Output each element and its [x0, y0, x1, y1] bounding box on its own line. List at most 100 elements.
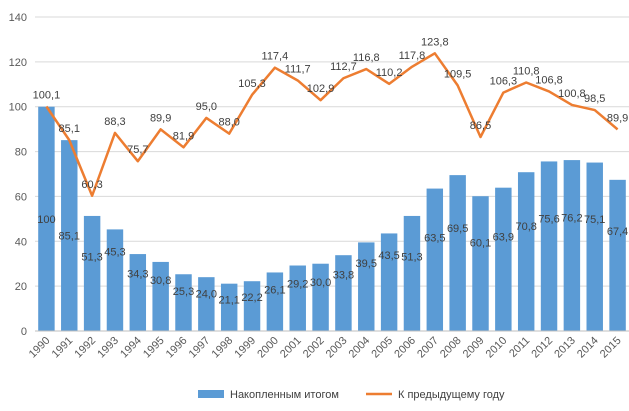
- bar-data-label: 30,0: [310, 277, 331, 289]
- line-data-label: 85,1: [59, 123, 80, 135]
- bar-data-label: 43,5: [378, 250, 399, 262]
- bar: [61, 140, 78, 331]
- bar-data-label: 76,2: [561, 212, 582, 224]
- line-data-label: 75,7: [127, 144, 148, 156]
- bar: [358, 242, 375, 331]
- bar-data-label: 60,1: [470, 238, 491, 250]
- line-data-label: 100,1: [33, 89, 61, 101]
- bar: [380, 233, 398, 331]
- line-data-label: 110,2: [376, 67, 403, 79]
- line-data-label: 105,3: [238, 78, 266, 90]
- bar-data-label: 51,3: [81, 251, 102, 263]
- bar: [83, 215, 101, 331]
- bar: [335, 255, 352, 331]
- line-data-label: 100,8: [558, 88, 586, 100]
- bar: [495, 187, 512, 331]
- line-data-label: 60,3: [81, 179, 102, 191]
- y-tick-label: 0: [21, 326, 27, 338]
- series-line: [45, 52, 619, 198]
- bar: [426, 188, 444, 331]
- line-data-label: 106,8: [535, 74, 563, 86]
- bar-data-label: 63,5: [424, 232, 445, 244]
- bar: [198, 277, 215, 331]
- line-data-label: 88,3: [104, 116, 125, 128]
- line-data-label: 123,8: [421, 36, 449, 48]
- bar-series: [38, 106, 626, 331]
- bar-data-label: 63,9: [493, 232, 514, 244]
- y-axis: 0 20 40 60 80 100 120 140: [9, 12, 27, 338]
- bar-data-label: 24,0: [196, 289, 217, 301]
- bar-data-label: 34,3: [127, 268, 148, 280]
- bar: [563, 160, 581, 331]
- bar-data-label: 51,3: [401, 251, 422, 263]
- bar: [472, 196, 489, 331]
- y-tick-label: 140: [9, 12, 27, 24]
- line-series: [45, 52, 619, 198]
- line-data-label: 117,8: [399, 50, 426, 62]
- line-data-label: 110,8: [513, 65, 540, 77]
- bar: [449, 175, 466, 331]
- line-data-label: 111,7: [285, 63, 311, 75]
- y-tick-label: 60: [15, 191, 27, 203]
- bar: [243, 281, 261, 331]
- legend: Накопленным итогом К предыдущему году: [198, 389, 505, 401]
- bar: [403, 215, 421, 331]
- bar-data-label: 75,1: [584, 214, 605, 226]
- x-tick-label: 2008: [438, 335, 464, 361]
- y-tick-label: 40: [15, 236, 27, 248]
- x-tick-label: 2014: [575, 335, 601, 361]
- x-tick-label: 1992: [72, 335, 98, 361]
- x-tick-label: 2007: [415, 335, 441, 361]
- x-tick-label: 1990: [27, 335, 53, 361]
- line-data-label: 112,7: [330, 61, 357, 73]
- bar: [106, 229, 124, 331]
- bar-data-label: 30,8: [150, 275, 171, 287]
- x-tick-label: 1999: [232, 335, 258, 361]
- legend-label-line: К предыдущему году: [398, 389, 505, 401]
- bar: [517, 172, 535, 331]
- x-tick-label: 2003: [324, 335, 350, 361]
- bar-data-label: 26,1: [264, 284, 285, 296]
- line-data-label: 86,5: [470, 120, 491, 132]
- x-tick-label: 2002: [301, 335, 327, 361]
- x-tick-label: 1996: [164, 335, 190, 361]
- bar: [586, 162, 603, 331]
- legend-label-bars: Накопленным итогом: [230, 389, 339, 401]
- bar: [220, 283, 238, 331]
- x-tick-label: 1991: [50, 335, 76, 361]
- x-tick-label: 1995: [141, 335, 167, 361]
- bar-data-label: 70,8: [515, 221, 536, 233]
- bar: [289, 265, 306, 331]
- line-data-label: 109,5: [444, 68, 472, 80]
- legend-swatch-bars: [198, 390, 224, 398]
- line-data-label: 98,5: [584, 93, 605, 105]
- bar-data-label: 21,1: [218, 294, 239, 306]
- bar: [609, 179, 626, 331]
- line-data-label: 89,9: [607, 112, 628, 124]
- bar-data-label: 100: [37, 214, 55, 226]
- bar-data-label: 22,2: [241, 292, 262, 304]
- bar-data-label: 45,3: [104, 247, 125, 259]
- x-tick-label: 2010: [484, 335, 510, 361]
- y-tick-label: 80: [15, 147, 27, 159]
- bar: [129, 254, 147, 331]
- x-tick-label: 2001: [278, 335, 304, 361]
- x-tick-label: 2000: [255, 335, 281, 361]
- line-data-label: 102,9: [307, 83, 335, 95]
- bar: [38, 106, 55, 331]
- bar: [175, 274, 192, 331]
- line-data-label: 106,3: [490, 76, 518, 88]
- line-data-label: 88,0: [218, 117, 239, 129]
- x-tick-label: 2011: [507, 335, 532, 360]
- x-tick-label: 1998: [210, 335, 236, 361]
- x-tick-label: 1993: [95, 335, 121, 361]
- line-data-label: 116,8: [353, 52, 380, 64]
- x-tick-label: 2005: [369, 335, 395, 361]
- bar-data-label: 25,3: [173, 286, 194, 298]
- x-tick-label: 2013: [552, 335, 578, 361]
- bar-data-label: 33,8: [333, 269, 354, 281]
- x-tick-label: 2009: [461, 335, 487, 361]
- x-tick-label: 1997: [187, 335, 213, 361]
